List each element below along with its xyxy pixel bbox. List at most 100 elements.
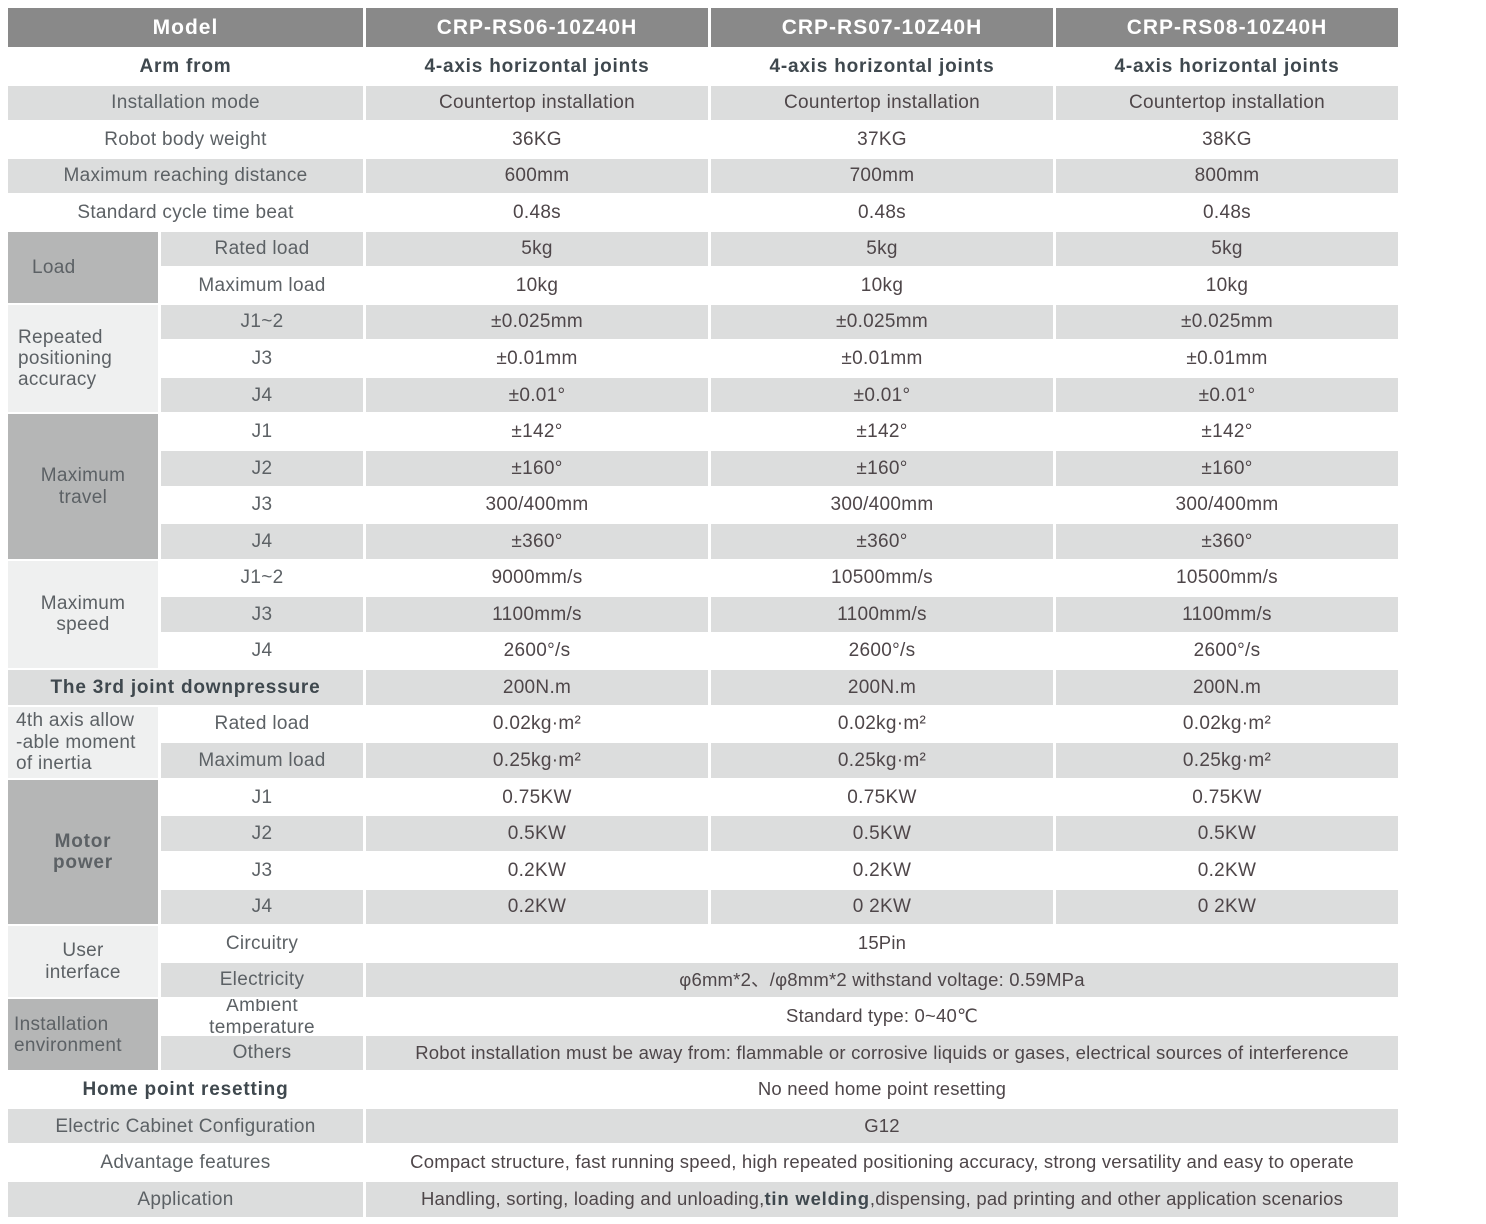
value-cell: 36KG [512, 128, 562, 150]
row-sublabel: Rated load [161, 231, 363, 267]
value-cell: 0.5KW [1056, 816, 1398, 852]
group-label: Load [8, 231, 158, 303]
value-cell: 0.48s [513, 201, 561, 223]
row-label: Electric Cabinet Configuration [8, 1108, 363, 1144]
row-sublabel: J4 [161, 889, 363, 925]
row-label: Advantage features [100, 1152, 271, 1174]
value-cell: 0 2KW [711, 889, 1053, 925]
row-label: Installation mode [8, 85, 363, 121]
value-cell-span: Robot installation must be away from: fl… [366, 1035, 1398, 1071]
value-cell: 2600°/s [1193, 640, 1261, 662]
value-cell: 5kg [711, 231, 1053, 267]
value-cell: ±160° [1056, 451, 1398, 486]
group-label: 4th axis allow -able moment of inertia [8, 706, 158, 778]
value-cell-span: φ6mm*2、/φ8mm*2 withstand voltage: 0.59MP… [366, 962, 1398, 998]
value-cell: 0.02kg·m² [837, 713, 927, 735]
value-cell: 10kg [515, 274, 559, 296]
group-label: Repeated positioning accuracy [8, 304, 158, 413]
value-cell: 2600°/s [503, 640, 571, 662]
value-cell: 5kg [366, 231, 708, 267]
value-cell: ±360° [1056, 524, 1398, 559]
value-cell: ±0.01° [711, 377, 1053, 413]
value-cell: 200N.m [1056, 670, 1398, 705]
model-header-label: Model [8, 8, 363, 47]
value-cell: 800mm [1056, 158, 1398, 194]
row-label: Home point resetting [82, 1078, 289, 1100]
value-cell: 9000mm/s [491, 567, 583, 589]
value-cell: ±0.025mm [711, 304, 1053, 340]
value-cell: ±0.01° [1056, 377, 1398, 413]
row-sublabel: J4 [251, 640, 273, 662]
spec-table: Model CRP-RS06-10Z40H CRP-RS07-10Z40H CR… [8, 8, 1398, 1217]
group-label: Installation environment [8, 999, 158, 1071]
value-cell: 0.75KW [1192, 786, 1262, 808]
plain-text: Handling, sorting, loading and unloading… [420, 1187, 765, 1209]
value-cell: 200N.m [366, 670, 708, 705]
value-cell: ±0.01° [366, 377, 708, 413]
model-name-3: CRP-RS08-10Z40H [1056, 8, 1398, 47]
value-cell: Countertop installation [1056, 85, 1398, 121]
row-sublabel: J1~2 [161, 304, 363, 340]
model-name-1: CRP-RS06-10Z40H [366, 8, 708, 47]
row-sublabel: Electricity [161, 962, 363, 998]
value-cell-span: Compact structure, fast running speed, h… [410, 1151, 1354, 1173]
value-cell: 10500mm/s [831, 567, 933, 589]
value-cell: 4-axis horizontal joints [1114, 55, 1340, 77]
value-cell: 38KG [1202, 128, 1252, 150]
row-sublabel: Circuitry [225, 932, 299, 954]
value-cell: 300/400mm [485, 494, 589, 516]
row-sublabel: J3 [161, 597, 363, 632]
value-cell: 600mm [366, 158, 708, 194]
value-cell: 200N.m [711, 670, 1053, 705]
row-sublabel: Others [161, 1035, 363, 1071]
row-sublabel: J1~2 [240, 567, 284, 589]
value-cell: 4-axis horizontal joints [769, 55, 995, 77]
value-cell: ±142° [856, 421, 908, 443]
row-sublabel: J4 [161, 377, 363, 413]
row-label: Standard cycle time beat [77, 201, 294, 223]
value-cell: Countertop installation [711, 85, 1053, 121]
value-cell: 0.75KW [502, 786, 572, 808]
value-cell-span: Handling, sorting, loading and unloading… [366, 1181, 1398, 1217]
value-cell: 700mm [711, 158, 1053, 194]
value-cell: 0.02kg·m² [1182, 713, 1272, 735]
value-cell: ±160° [366, 451, 708, 486]
value-cell: ±0.01mm [496, 348, 578, 370]
value-cell: 1100mm/s [366, 597, 708, 632]
value-cell: ±142° [511, 421, 563, 443]
row-sublabel: Rated load [214, 713, 310, 735]
value-cell: 0.2KW [852, 859, 912, 881]
value-cell: 10500mm/s [1176, 567, 1278, 589]
row-label: Robot body weight [104, 128, 267, 150]
value-cell: 0.5KW [711, 816, 1053, 852]
value-cell: 300/400mm [1175, 494, 1279, 516]
row-sublabel: Maximum load [198, 274, 326, 296]
row-sublabel: Ambient temperature [209, 999, 315, 1034]
row-label: The 3rd joint downpressure [8, 670, 363, 705]
value-cell: 2600°/s [848, 640, 916, 662]
value-cell: ±0.01mm [841, 348, 923, 370]
group-label: Maximum speed [8, 560, 158, 669]
value-cell: ±160° [711, 451, 1053, 486]
value-cell: 0.48s [858, 201, 906, 223]
value-cell: 0.25kg·m² [1056, 743, 1398, 778]
group-label: Maximum travel [8, 414, 158, 559]
row-sublabel: J2 [161, 451, 363, 486]
row-label: Arm from [139, 55, 232, 77]
value-cell: 0.02kg·m² [492, 713, 582, 735]
row-sublabel: J1 [251, 421, 273, 443]
value-cell: ±360° [711, 524, 1053, 559]
row-sublabel: J4 [161, 524, 363, 559]
value-cell: 0.25kg·m² [366, 743, 708, 778]
value-cell-span: Standard type: 0~40℃ [786, 1005, 978, 1027]
model-name-2: CRP-RS07-10Z40H [711, 8, 1053, 47]
value-cell: 1100mm/s [711, 597, 1053, 632]
value-cell: 0.2KW [507, 859, 567, 881]
group-label: User interface [8, 926, 158, 998]
row-sublabel: J2 [161, 816, 363, 852]
value-cell: 5kg [1056, 231, 1398, 267]
value-cell: ±0.025mm [366, 304, 708, 340]
value-cell: 4-axis horizontal joints [424, 55, 650, 77]
value-cell: Countertop installation [366, 85, 708, 121]
highlighted-text: tin welding [764, 1187, 870, 1209]
